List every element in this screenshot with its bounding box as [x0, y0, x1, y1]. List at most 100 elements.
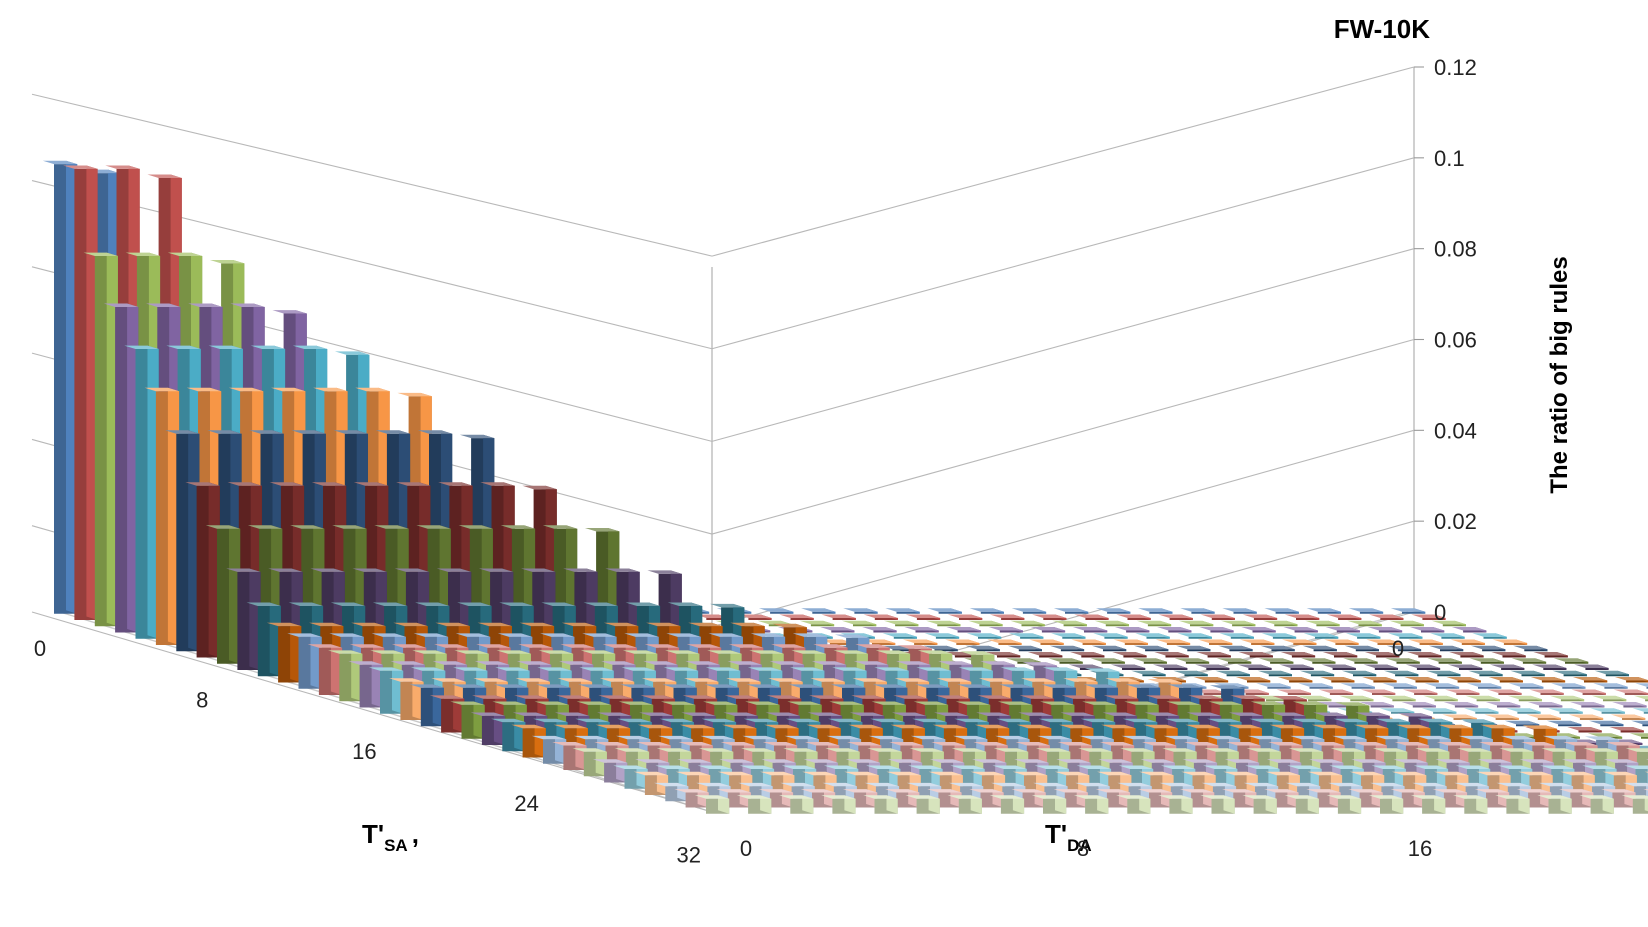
bar-face-top — [1574, 664, 1609, 668]
bar-face-top — [972, 759, 1007, 763]
bar-face-top — [1488, 677, 1523, 681]
bar-T-SA-3-T-DA-21 — [988, 627, 1023, 633]
bar-face-top — [1193, 677, 1229, 681]
bar-face-top — [186, 387, 222, 392]
bar-T-SA-7-T-DA-19 — [985, 652, 1021, 658]
bar-face-top — [1538, 782, 1574, 787]
bar-face-top — [845, 759, 881, 763]
bar-face-top — [635, 759, 670, 763]
bar-T-SA-16-T-DA-27 — [1506, 708, 1541, 714]
bar-face-top — [698, 748, 734, 752]
bar-face-left — [1287, 693, 1311, 695]
bar-T-SA-9-T-DA-25 — [1279, 664, 1314, 670]
bar-face-top — [811, 661, 847, 665]
bar-face-top — [832, 667, 867, 671]
bar-face-left — [1272, 636, 1297, 639]
bar-face-top — [681, 712, 716, 716]
bar-face-left — [1209, 643, 1233, 645]
bar-face-top — [717, 771, 753, 776]
bar-face-top — [1469, 658, 1504, 662]
bar-face-top — [1200, 795, 1235, 799]
bar-T-SA-1-T-DA-27 — [1200, 614, 1235, 620]
bar-face-top — [146, 303, 181, 307]
bar-face-top — [147, 174, 182, 178]
bar-face-left — [1624, 693, 1648, 695]
bar-face-top — [977, 695, 1012, 699]
bar-face-top — [417, 430, 453, 434]
bar-face-left — [853, 624, 877, 627]
bar-face-top — [409, 684, 444, 688]
bar-face-top — [1385, 658, 1420, 662]
bar-face-top — [1561, 759, 1597, 763]
bar-face-top — [613, 765, 648, 769]
bar-face-top — [1181, 771, 1216, 776]
bar-face-left — [1422, 618, 1446, 620]
bar-face-top — [349, 644, 385, 648]
bar-face-top — [1095, 789, 1131, 793]
bar-face-top — [1391, 771, 1427, 776]
bar-face-top — [1008, 633, 1044, 637]
bar-face-top — [674, 789, 709, 793]
bar-face-top — [287, 633, 322, 637]
bar-face-top — [144, 387, 180, 392]
bar-face-top — [830, 684, 866, 688]
bar-face-top — [842, 789, 878, 793]
bar-face-top — [1276, 689, 1311, 693]
bar-face-top — [1113, 639, 1148, 643]
z-tick-label: 0.08 — [1434, 237, 1477, 262]
bar-face-left — [1331, 680, 1355, 683]
bar-face-left — [1502, 655, 1526, 658]
bar-face-top — [1476, 771, 1511, 776]
bar-face-top — [1154, 652, 1189, 656]
bar-face-top — [851, 695, 886, 699]
bar-face-top — [594, 742, 629, 746]
bar-face-top — [757, 620, 792, 625]
bar-face-right — [970, 795, 982, 814]
bar-face-left — [1377, 643, 1401, 645]
bar-face-top — [688, 622, 723, 627]
bar-T-SA-0-T-DA-18 — [801, 608, 836, 614]
bar-face-top — [1070, 652, 1105, 656]
bar-face-top — [1602, 771, 1637, 776]
bar-face-top — [1329, 765, 1364, 769]
bar-face-top — [288, 602, 324, 606]
bar-face-top — [272, 310, 307, 314]
bar-T-SA-3-T-DA-17 — [820, 627, 855, 633]
bar-face-top — [1176, 645, 1211, 650]
bar-face-top — [790, 667, 825, 671]
bar-T-SA-7-T-DA-27 — [1322, 652, 1358, 658]
bar-face-left — [1315, 636, 1339, 639]
bar-T-SA-4-T-DA-29 — [1345, 633, 1381, 639]
bar-T-SA-18-T-DA-29 — [1631, 720, 1648, 727]
bar-face-top — [1533, 652, 1568, 656]
bar-face-top — [1563, 742, 1598, 746]
bar-T-SA-9-T-DA-30 — [1489, 664, 1525, 670]
bar-face-top — [598, 695, 633, 699]
bar-face-left — [1274, 624, 1298, 627]
bar-face-top — [791, 650, 826, 654]
bar-face-top — [849, 712, 885, 716]
bar-face-left — [1521, 674, 1545, 677]
bar-face-top — [1061, 695, 1097, 699]
bar-face-top — [695, 614, 730, 618]
bar-face-top — [947, 614, 983, 618]
bar-face-left — [1418, 655, 1442, 658]
bar-face-left — [1020, 636, 1044, 639]
bar-face-left — [812, 611, 836, 614]
bar-face-left — [1165, 655, 1189, 658]
bar-T-SA-12-T-DA-28 — [1466, 683, 1502, 689]
bar-face-top — [166, 345, 201, 349]
bar-face-top — [83, 252, 118, 256]
bar-face-top — [739, 765, 775, 769]
bar-face-left — [1296, 618, 1320, 620]
bar-face-left — [1479, 674, 1503, 677]
bar-face-top — [552, 742, 587, 746]
bar-T-SA-10-T-DA-25 — [1299, 670, 1335, 677]
bar-T-SA-0-T-DA-26 — [1138, 608, 1173, 614]
bar-face-top — [1587, 733, 1623, 737]
x-axis-label-sub: SA — [384, 836, 408, 855]
bar-T-SA-32-T-DA-16 — [1368, 795, 1404, 814]
y-axis-label-main: T' — [1045, 819, 1067, 849]
